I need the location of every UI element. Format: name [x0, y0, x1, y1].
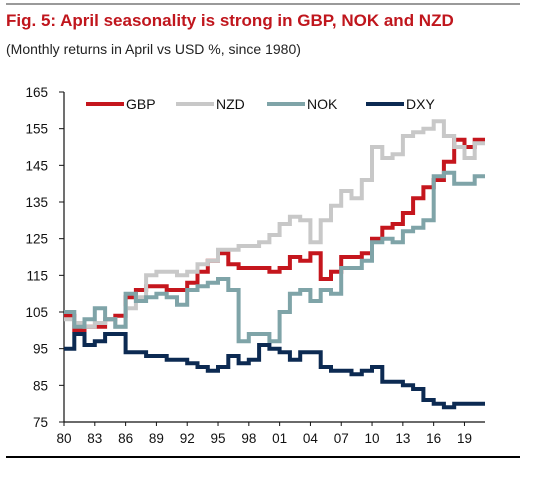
x-tick-label: 98 [241, 431, 256, 446]
chart-title: Fig. 5: April seasonality is strong in G… [6, 11, 454, 30]
chart-subtitle: (Monthly returns in April vs USD %, sinc… [6, 41, 301, 57]
y-tick-label: 95 [33, 342, 48, 357]
y-tick-label: 145 [25, 158, 48, 173]
x-tick-label: 92 [180, 431, 195, 446]
y-axis: 75 85 95 105 115 125 135 145 155 165 [25, 85, 65, 430]
x-tick-label: 89 [149, 431, 164, 446]
series-line-nzd [64, 119, 485, 329]
x-tick-label: 10 [365, 431, 380, 446]
legend: GBP NZD NOK DXY [86, 96, 435, 112]
series-line-dxy [64, 332, 485, 410]
bottom-rule [6, 456, 520, 458]
x-tick-label: 04 [303, 431, 319, 446]
x-axis: 80 83 86 89 92 95 98 01 04 07 10 13 16 19 [56, 421, 485, 446]
legend-label-nzd: NZD [216, 96, 245, 112]
x-tick-label: 07 [334, 431, 349, 446]
x-tick-label: 16 [426, 431, 441, 446]
y-tick-label: 105 [25, 305, 48, 320]
x-tick-label: 19 [457, 431, 472, 446]
y-tick-label: 125 [25, 232, 48, 247]
y-tick-label: 115 [26, 268, 48, 283]
x-tick-label: 95 [211, 431, 226, 446]
x-tick-label: 13 [395, 431, 410, 446]
plot-series [64, 119, 485, 410]
y-tick-label: 75 [33, 415, 48, 430]
legend-label-dxy: DXY [406, 96, 435, 112]
y-tick-label: 155 [25, 122, 48, 137]
x-tick-label: 83 [87, 431, 102, 446]
top-rule [6, 3, 520, 5]
legend-label-gbp: GBP [126, 96, 156, 112]
x-tick-label: 01 [272, 431, 287, 446]
y-tick-label: 165 [25, 85, 48, 100]
series-line-nok [64, 170, 485, 344]
x-tick-label: 80 [56, 431, 71, 446]
legend-label-nok: NOK [307, 96, 338, 112]
y-tick-label: 135 [25, 195, 48, 210]
x-tick-label: 86 [118, 431, 133, 446]
y-tick-label: 85 [33, 378, 48, 393]
